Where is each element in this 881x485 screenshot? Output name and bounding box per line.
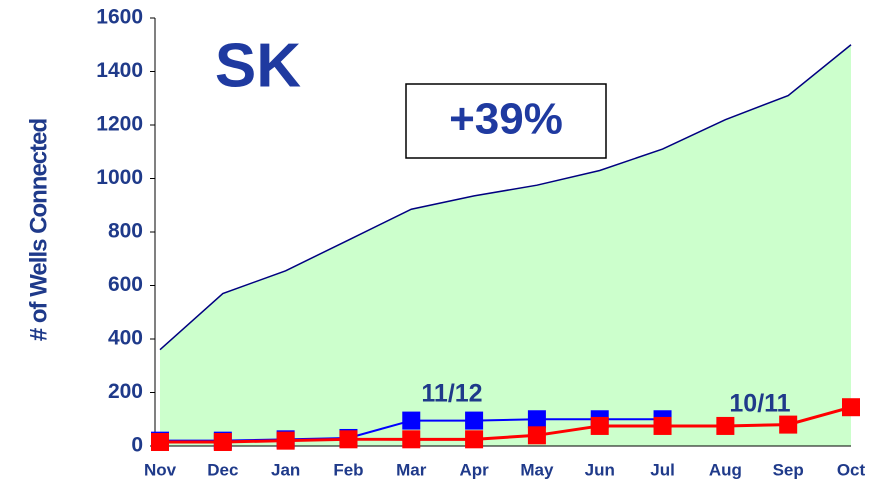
- y-tick-label: 1400: [96, 59, 143, 82]
- y-tick-label: 800: [108, 220, 143, 243]
- y-tick-label: 1600: [96, 6, 143, 29]
- x-tick-label: Nov: [144, 460, 177, 479]
- area: [160, 44, 851, 446]
- x-tick-label: Mar: [396, 460, 427, 479]
- y-axis-label: # of Wells Connected: [25, 119, 52, 342]
- marker: [465, 411, 484, 430]
- marker: [402, 430, 421, 449]
- x-tick-label: Jun: [585, 460, 615, 479]
- y-tick-label: 600: [108, 273, 143, 296]
- y-tick-label: 400: [108, 327, 143, 350]
- marker: [527, 426, 546, 445]
- x-tick-label: Jan: [271, 460, 300, 479]
- area-line: [159, 44, 852, 351]
- marker: [779, 415, 798, 434]
- marker: [842, 398, 860, 417]
- x-tick-label: Oct: [837, 460, 866, 479]
- x-tick-label: May: [520, 460, 554, 479]
- marker: [339, 430, 358, 449]
- marker: [213, 432, 232, 451]
- x-tick-label: Dec: [207, 460, 238, 479]
- x-tick-label: Feb: [333, 460, 363, 479]
- marker: [151, 432, 169, 451]
- y-tick-label: 1000: [96, 166, 143, 189]
- marker: [276, 431, 295, 450]
- y-tick-label: 200: [108, 380, 143, 403]
- x-tick-label: Apr: [459, 460, 489, 479]
- series-label: 11/12: [421, 380, 482, 408]
- annotation: +39%: [449, 95, 563, 144]
- x-tick-label: Jul: [650, 460, 675, 479]
- annotation-box: [405, 83, 607, 159]
- x-tick-label: Sep: [773, 460, 804, 479]
- marker: [653, 416, 672, 435]
- chart-title: SK: [215, 31, 301, 100]
- y-tick-label: 0: [131, 434, 143, 457]
- marker: [716, 416, 735, 435]
- marker: [527, 410, 546, 429]
- marker: [590, 416, 609, 435]
- marker: [465, 430, 484, 449]
- marker: [402, 411, 421, 430]
- x-tick-label: Aug: [709, 460, 742, 479]
- y-tick-label: 1200: [96, 113, 143, 136]
- series-line: [160, 405, 852, 444]
- series-label: 10/11: [729, 390, 790, 418]
